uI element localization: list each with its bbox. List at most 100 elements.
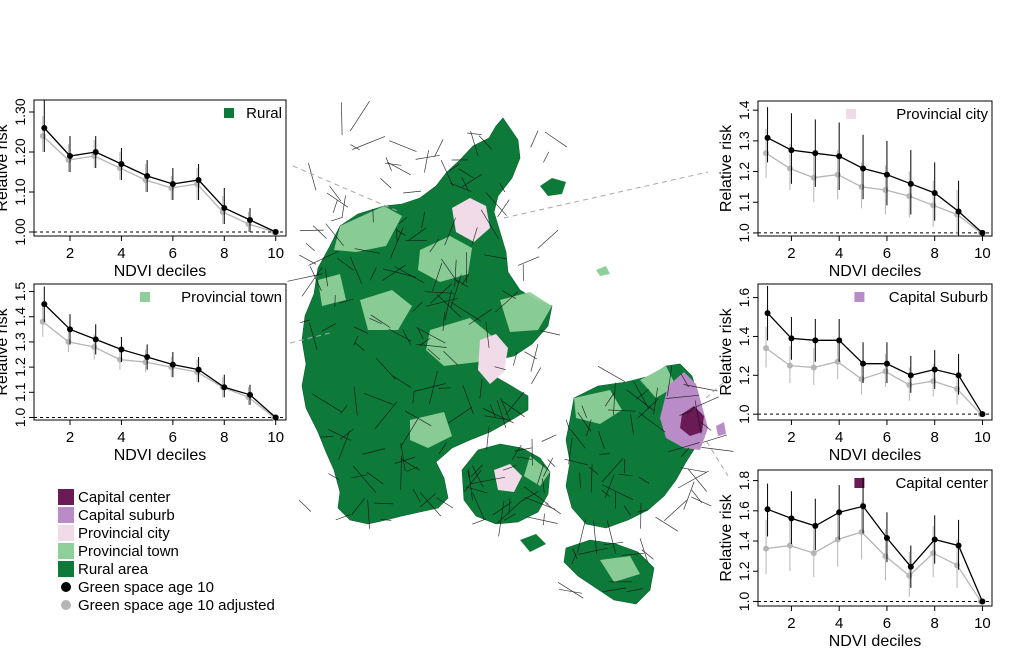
map-road: [694, 400, 702, 434]
map-road: [516, 456, 532, 460]
map-road: [403, 190, 422, 194]
series-line: [765, 347, 982, 415]
legend-item: Rural area: [58, 561, 149, 578]
map-road: [472, 465, 484, 488]
data-point: [834, 536, 841, 543]
map-road: [309, 322, 318, 350]
data-point: [67, 326, 73, 333]
y-tick-label: 1.6: [736, 288, 752, 308]
series-adjusted: [763, 128, 984, 236]
data-point: [221, 384, 228, 391]
map-road: [618, 473, 633, 477]
map-road: [472, 518, 487, 525]
map-road: [350, 144, 360, 151]
series-line: [43, 127, 276, 233]
data-point: [786, 362, 793, 369]
map-road: [601, 489, 611, 497]
data-point: [907, 180, 914, 187]
y-tick-label: 1.5: [12, 282, 28, 302]
y-tick-label: 1.0: [736, 223, 752, 243]
map-road: [639, 538, 648, 562]
map-road: [508, 498, 511, 514]
map-road: [426, 297, 458, 307]
data-point: [810, 364, 817, 371]
map-road: [382, 268, 416, 278]
map-road: [498, 501, 505, 537]
data-point: [931, 190, 938, 197]
data-point: [67, 153, 73, 159]
map-road: [416, 343, 447, 348]
map-road: [531, 367, 542, 384]
series-adjusted: [763, 326, 984, 418]
map-road: [490, 404, 496, 418]
map-road: [537, 229, 559, 249]
map-road: [494, 366, 506, 370]
series-main: [764, 477, 986, 605]
legend-dot: [61, 600, 71, 610]
map-road: [479, 379, 483, 399]
leader-line-capital-suburb: [705, 381, 725, 399]
map-road: [398, 216, 408, 225]
charts: 2 4 6 8 10 1.00 1.10 1.20 1.30 NDVI deciles Relati…: [0, 98, 993, 650]
series-main: [41, 100, 279, 235]
data-point: [221, 205, 228, 211]
data-point: [788, 515, 795, 522]
y-tick-label: 1.1: [12, 382, 28, 402]
map-road: [702, 434, 727, 443]
map-road: [598, 430, 605, 449]
legend-label: Green space age 10 adjusted: [78, 597, 275, 614]
data-point: [931, 536, 938, 543]
x-tick-label: 8: [931, 429, 939, 446]
map-road: [353, 465, 377, 494]
chart-title-background: [846, 288, 990, 306]
map-road: [430, 283, 453, 304]
y-tick-label: 1.4: [12, 307, 28, 327]
chart-title-swatch: [854, 292, 865, 302]
map-road: [400, 442, 406, 472]
map-road: [417, 327, 424, 340]
map-road: [603, 541, 624, 546]
x-tick-label: 2: [66, 429, 74, 446]
chart-capital-suburb: 2 4 6 8 10 1.0 1.2 1.4 1.6 NDVI deciles Relative r…: [718, 283, 993, 464]
x-tick-label: 2: [66, 245, 74, 262]
data-point: [92, 336, 99, 343]
map-road: [630, 413, 634, 435]
data-point: [144, 173, 151, 179]
data-point: [907, 563, 914, 570]
data-point: [763, 545, 770, 552]
map-road: [353, 326, 369, 334]
legend-label: Rural area: [78, 561, 149, 578]
data-point: [906, 193, 913, 200]
data-point: [812, 150, 819, 157]
map-road: [613, 382, 616, 416]
data-point: [116, 356, 123, 363]
map-road: [443, 350, 459, 366]
map-road: [668, 442, 700, 453]
data-point: [954, 562, 961, 569]
map-road: [482, 408, 514, 424]
map-road: [483, 254, 507, 260]
map-road: [373, 502, 394, 505]
map-road: [336, 257, 354, 271]
map-road: [363, 392, 394, 405]
map-road: [691, 496, 712, 507]
series-line: [42, 321, 275, 419]
map-road: [699, 421, 712, 431]
data-point: [858, 376, 865, 383]
x-tick-label: 10: [267, 429, 284, 446]
map-capital-suburb-islet: [716, 422, 726, 436]
map-road: [385, 157, 392, 172]
map-road: [701, 447, 734, 452]
chart-title-background: [846, 474, 990, 492]
series-line: [42, 135, 275, 233]
map-road: [530, 130, 539, 148]
data-point: [118, 161, 125, 167]
legend-label: Provincial town: [78, 543, 179, 560]
map-road: [305, 242, 315, 252]
map-road: [683, 384, 718, 392]
y-tick-label: 1.6: [736, 501, 752, 521]
data-point: [41, 125, 48, 131]
chart-title-swatch: [224, 108, 234, 118]
map-road: [495, 291, 519, 313]
